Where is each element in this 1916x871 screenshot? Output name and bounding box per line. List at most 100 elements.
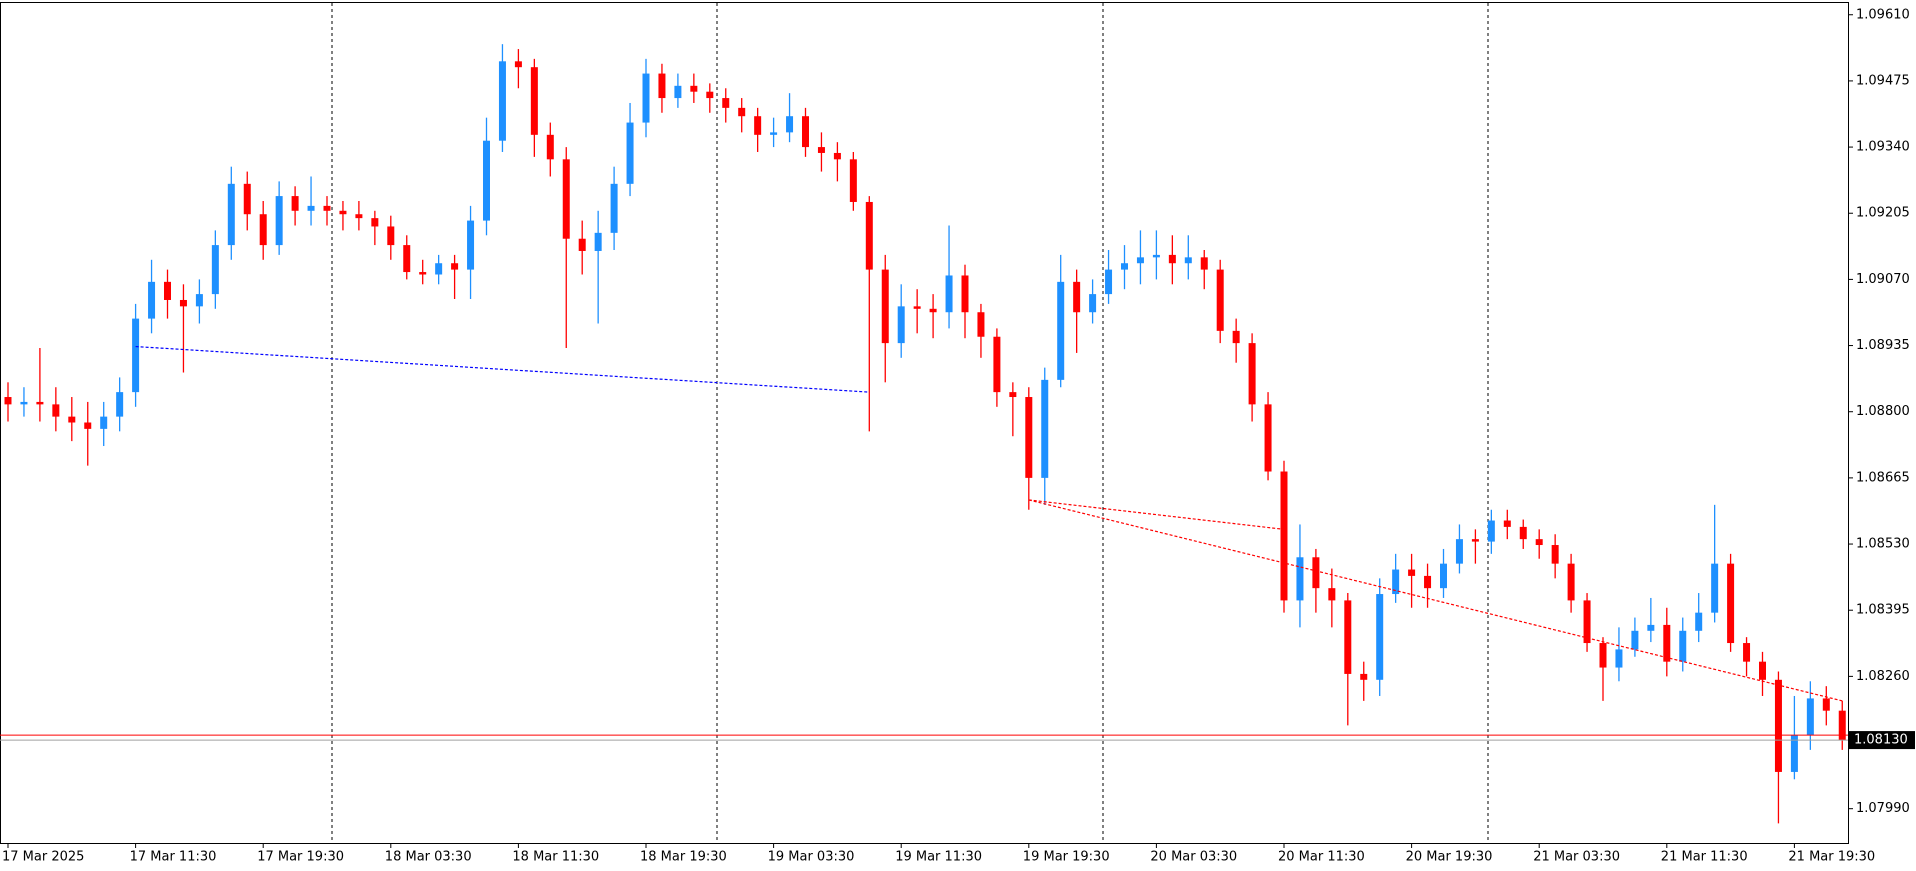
candle-body [419, 272, 427, 275]
x-tick-label: 20 Mar 11:30 [1278, 850, 1365, 865]
candle-body [1057, 281, 1065, 380]
candle-body [1679, 630, 1687, 662]
y-tick-label: 1.09070 [1856, 272, 1910, 287]
candle-body [100, 416, 108, 429]
candle-body [642, 73, 650, 123]
candle-body [1424, 575, 1432, 589]
y-tick-label: 1.09610 [1856, 7, 1910, 22]
candle-body [467, 220, 475, 270]
candle-body [355, 214, 363, 219]
candle-body [1774, 679, 1782, 772]
candle-body [1711, 563, 1719, 613]
x-tick-label: 18 Mar 19:30 [640, 850, 727, 865]
candle-body [1503, 520, 1511, 527]
candle-body [961, 275, 969, 313]
candle-body [770, 132, 778, 135]
candle-body [897, 306, 905, 344]
candle-body [1743, 643, 1751, 662]
candle-body [1105, 269, 1113, 295]
candle-body [20, 401, 28, 405]
x-tick-label: 17 Mar 2025 [2, 850, 84, 865]
candle-body [865, 201, 873, 270]
candle-body [546, 134, 554, 160]
x-tick-label: 20 Mar 19:30 [1406, 850, 1493, 865]
candle-body [754, 116, 762, 135]
x-tick-label: 19 Mar 11:30 [895, 850, 982, 865]
candle-body [993, 336, 1001, 393]
candle-body [243, 183, 251, 215]
candle-body [1041, 379, 1049, 478]
candle-body [84, 422, 92, 429]
candle-body [706, 91, 714, 99]
candle-body [1663, 624, 1671, 662]
candle-body [1073, 281, 1081, 313]
y-tick-label: 1.08800 [1856, 404, 1910, 419]
trendline [1028, 499, 1843, 702]
candle-body [1216, 269, 1224, 331]
candle-body [802, 116, 809, 148]
candle-body [387, 226, 395, 246]
trendline [135, 345, 870, 393]
y-tick-label: 1.09205 [1856, 206, 1910, 221]
candle-body [68, 416, 76, 423]
candle-body [1615, 649, 1623, 668]
candle-body [1487, 520, 1495, 542]
candle-body [1535, 539, 1543, 546]
candle-body [1790, 735, 1798, 772]
candle-body [179, 299, 187, 307]
candle-body [1025, 397, 1033, 478]
y-tick-label: 1.08530 [1856, 537, 1910, 552]
trendline [1028, 499, 1285, 530]
candle-body [530, 67, 538, 135]
y-tick-label: 1.08665 [1856, 470, 1910, 485]
candle-body [658, 73, 666, 99]
candle-body [1360, 673, 1368, 680]
candle-body [403, 245, 411, 273]
candle-body [164, 281, 171, 300]
candle-body [786, 116, 794, 133]
candle-body [1759, 661, 1766, 680]
candle-body [1392, 569, 1400, 595]
x-tick-label: 19 Mar 03:30 [768, 850, 855, 865]
candle-body [1009, 392, 1017, 398]
candle-body [1440, 563, 1447, 589]
candle-body [690, 85, 698, 92]
x-tick-label: 19 Mar 19:30 [1023, 850, 1110, 865]
candle-body [1455, 539, 1463, 564]
candle-body [483, 140, 490, 221]
x-tick-label: 20 Mar 03:30 [1150, 850, 1237, 865]
y-tick-label: 1.09475 [1856, 73, 1910, 88]
candle-body [578, 238, 586, 251]
candle-body [307, 205, 315, 211]
candle-body [1184, 257, 1192, 264]
candle-body [977, 312, 985, 337]
x-tick-label: 18 Mar 11:30 [512, 850, 599, 865]
plot-frame [0, 2, 1849, 844]
candle-body [1408, 569, 1416, 576]
candle-body [1264, 404, 1272, 472]
candle-body [1695, 612, 1703, 631]
candle-body [1806, 698, 1814, 736]
x-tick-label: 21 Mar 11:30 [1661, 850, 1748, 865]
candle-body [626, 122, 634, 184]
candle-body [1248, 343, 1256, 405]
candle-body [1312, 557, 1320, 589]
candle-body [371, 218, 379, 227]
x-tick-label: 17 Mar 19:30 [257, 850, 344, 865]
candle-body [275, 196, 283, 246]
candle-body [1631, 630, 1639, 650]
candle-body [1583, 600, 1591, 644]
candle-body [1232, 330, 1240, 344]
x-tick-label: 17 Mar 11:30 [130, 850, 217, 865]
candle-body [323, 205, 331, 211]
y-tick-label: 1.07990 [1856, 801, 1910, 816]
candle-body [514, 61, 522, 68]
candle-body [1121, 263, 1128, 270]
candle-body [116, 392, 124, 417]
y-tick-label: 1.09340 [1856, 140, 1910, 155]
candle-body [1727, 563, 1735, 644]
candle-body [435, 263, 443, 275]
candle-body [1519, 526, 1527, 540]
candle-body [1328, 588, 1336, 601]
